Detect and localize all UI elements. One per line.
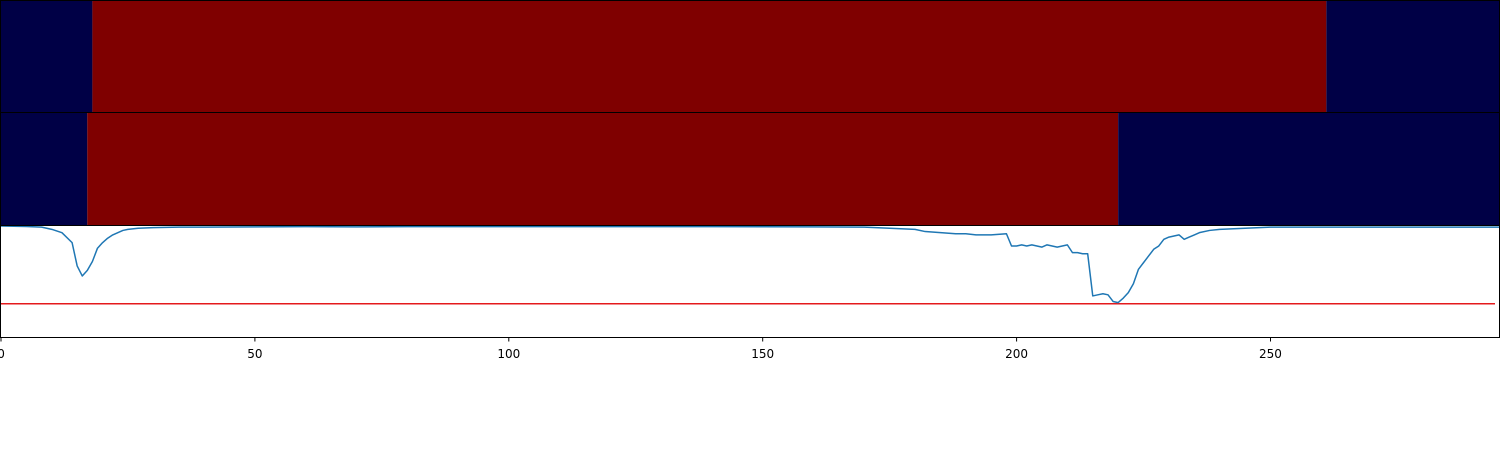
heatmap-segment-low — [1, 1, 93, 112]
x-tick-label: 150 — [751, 347, 774, 361]
x-tick-label: 50 — [247, 347, 262, 361]
heatmap-segment-high — [92, 1, 1327, 112]
x-tick-label: 100 — [497, 347, 520, 361]
heatmap-segment-low — [1, 113, 88, 225]
heatmap-segment-low — [1326, 1, 1499, 112]
heatmap-middle-panel — [0, 112, 1500, 226]
line-plot-panel — [0, 225, 1500, 338]
heatmap-top-panel — [0, 0, 1500, 113]
x-axis: 0 50 100 150 200 250 — [0, 337, 1282, 361]
x-tick-label: 200 — [1005, 347, 1028, 361]
series-line — [0, 225, 1499, 304]
x-tick-label: 250 — [1259, 347, 1282, 361]
heatmap-segment-low — [1118, 113, 1499, 225]
heatmap-segment-high — [87, 113, 1119, 225]
line-plot-background — [1, 226, 1499, 337]
x-tick-label: 0 — [0, 347, 5, 361]
